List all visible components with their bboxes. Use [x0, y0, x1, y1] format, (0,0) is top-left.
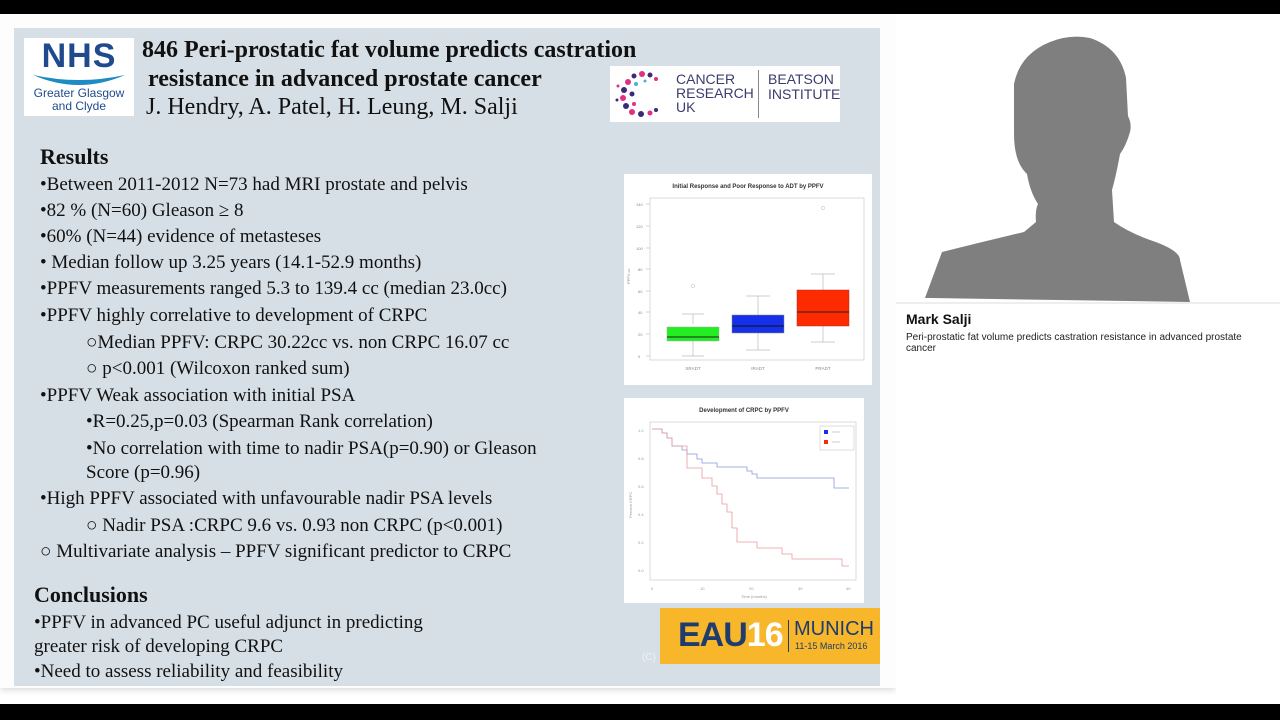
- result-item: •Between 2011-2012 N=73 had MRI prostate…: [40, 174, 468, 195]
- nhs-wave-icon: [33, 75, 125, 85]
- cruk-line3: UK: [676, 99, 696, 115]
- svg-text:0.2: 0.2: [638, 540, 644, 545]
- result-item: •PPFV highly correlative to development …: [40, 305, 428, 326]
- svg-text:20: 20: [749, 586, 754, 591]
- svg-text:140: 140: [636, 202, 643, 207]
- results-heading: Results: [40, 144, 109, 169]
- eau-divider: [788, 620, 789, 652]
- nhs-logo-line1: Greater Glasgow: [33, 86, 125, 100]
- eau-dates: 11-15 March 2016: [795, 641, 868, 651]
- svg-text:30: 30: [798, 586, 803, 591]
- cruk-beatson-logo: CANCER RESEARCH UK BEATSON INSTITUTE: [610, 66, 840, 122]
- svg-text:PPFV cc: PPFV cc: [626, 268, 631, 284]
- beatson-logo-text: BEATSON INSTITUTE: [768, 72, 840, 102]
- presenter-avatar-silhouette-icon: [925, 36, 1190, 302]
- svg-text:40: 40: [638, 310, 643, 315]
- x-tick-pradt: PRADT: [815, 366, 831, 371]
- cruk-logo-text: CANCER RESEARCH UK: [676, 72, 754, 114]
- poster-title: 846 Peri-prostatic fat volume predicts c…: [142, 36, 636, 94]
- title-line-2: resistance in advanced prostate cancer: [148, 66, 542, 92]
- svg-text:120: 120: [636, 224, 643, 229]
- svg-text:0: 0: [638, 354, 641, 359]
- conclusion-item-continued: greater risk of developing CRPC: [34, 636, 284, 657]
- bottom-letterbox-bar: [0, 704, 1280, 720]
- svg-text:Time (months): Time (months): [741, 594, 767, 599]
- avatar-divider: [896, 302, 1280, 304]
- eau16-logo: EAU16 MUNICH 11-15 March 2016: [660, 608, 880, 664]
- eau-prefix: EAU: [678, 616, 748, 654]
- eau-year: 16: [746, 616, 784, 654]
- result-item: •60% (N=44) evidence of metasteses: [40, 226, 322, 247]
- km-title: Development of CRPC by PPFV: [699, 408, 789, 414]
- result-item: •PPFV Weak association with initial PSA: [40, 385, 356, 406]
- copyright-mark: (C): [642, 652, 656, 663]
- svg-text:0.4: 0.4: [638, 512, 644, 517]
- x-tick-sradt: SRADT: [685, 366, 701, 371]
- result-item: ○ Multivariate analysis – PPFV significa…: [40, 541, 512, 562]
- poster-slide: NHS Greater Glasgow and Clyde 846 Peri-p…: [14, 28, 880, 686]
- cruk-dots-icon: [615, 71, 658, 117]
- svg-text:0.6: 0.6: [638, 484, 644, 489]
- result-subitem-continued: Score (p=0.96): [86, 462, 201, 483]
- conclusion-item: •Need to assess reliability and feasibil…: [34, 661, 343, 682]
- svg-text:60: 60: [638, 289, 643, 294]
- km-plot: 1.0 0.8 0.6 0.4 0.2 0.0 0 10 20 30 40 Percent C…: [628, 421, 857, 599]
- slide-viewer: NHS Greater Glasgow and Clyde 846 Peri-p…: [0, 14, 896, 688]
- svg-text:10: 10: [700, 586, 705, 591]
- result-subitem: ○Median PPFV: CRPC 30.22cc vs. non CRPC …: [86, 332, 510, 353]
- presenter-panel: Mark Salji Peri-prostatic fat volume pre…: [896, 14, 1280, 704]
- beatson-line2: INSTITUTE: [768, 86, 841, 102]
- top-letterbox-bar: [0, 0, 1280, 14]
- eau-wordmark: EAU16: [678, 616, 784, 655]
- conclusion-item: •PPFV in advanced PC useful adjunct in p…: [34, 612, 423, 633]
- logo-divider: [758, 70, 759, 118]
- nhs-logo: NHS Greater Glasgow and Clyde: [24, 38, 134, 116]
- beatson-line1: BEATSON: [768, 71, 834, 87]
- boxplot-plot: 0 20 40 60 80 100 120 140 PPFV cc: [626, 197, 865, 371]
- svg-text:1.0: 1.0: [638, 428, 644, 433]
- authors: J. Hendry, A. Patel, H. Leung, M. Salji: [146, 94, 518, 120]
- result-subitem: •R=0.25,p=0.03 (Spearman Rank correlatio…: [86, 411, 433, 432]
- presenter-talk-title: Peri-prostatic fat volume predicts castr…: [906, 332, 1242, 354]
- svg-text:Percent CRPC: Percent CRPC: [628, 492, 633, 518]
- result-subitem: ○ p<0.001 (Wilcoxon ranked sum): [86, 358, 350, 379]
- result-item: •82 % (N=60) Gleason ≥ 8: [40, 200, 244, 221]
- svg-text:20: 20: [638, 332, 643, 337]
- eau-city: MUNICH: [794, 618, 874, 640]
- nhs-logo-line2: and Clyde: [51, 99, 107, 113]
- svg-text:80: 80: [638, 267, 643, 272]
- title-line-1: 846 Peri-prostatic fat volume predicts c…: [142, 37, 637, 63]
- result-item: •High PPFV associated with unfavourable …: [40, 488, 493, 509]
- svg-text:100: 100: [636, 246, 643, 251]
- svg-text:0.8: 0.8: [638, 456, 644, 461]
- boxplot-chart: Initial Response and Poor Response to AD…: [624, 174, 872, 385]
- result-subitem: •No correlation with time to nadir PSA(p…: [86, 438, 537, 459]
- result-subitem: ○ Nadir PSA :CRPC 9.6 vs. 0.93 non CRPC …: [86, 515, 503, 536]
- svg-text:0.0: 0.0: [638, 568, 644, 573]
- km-curve-chart: Development of CRPC by PPFV 1.0 0.8 0.6 0.…: [624, 398, 864, 603]
- result-item: •PPFV measurements ranged 5.3 to 139.4 c…: [40, 278, 507, 299]
- cruk-line2: RESEARCH: [676, 85, 754, 101]
- presenter-name: Mark Salji: [906, 311, 972, 327]
- conclusions-heading: Conclusions: [34, 582, 148, 607]
- svg-text:40: 40: [846, 586, 851, 591]
- cruk-line1: CANCER: [676, 71, 736, 87]
- x-tick-iradt: IRADT: [751, 366, 765, 371]
- nhs-logo-word: NHS: [41, 37, 117, 75]
- result-item: • Median follow up 3.25 years (14.1-52.9…: [40, 252, 422, 273]
- svg-text:0: 0: [651, 586, 654, 591]
- boxplot-title: Initial Response and Poor Response to AD…: [672, 184, 824, 190]
